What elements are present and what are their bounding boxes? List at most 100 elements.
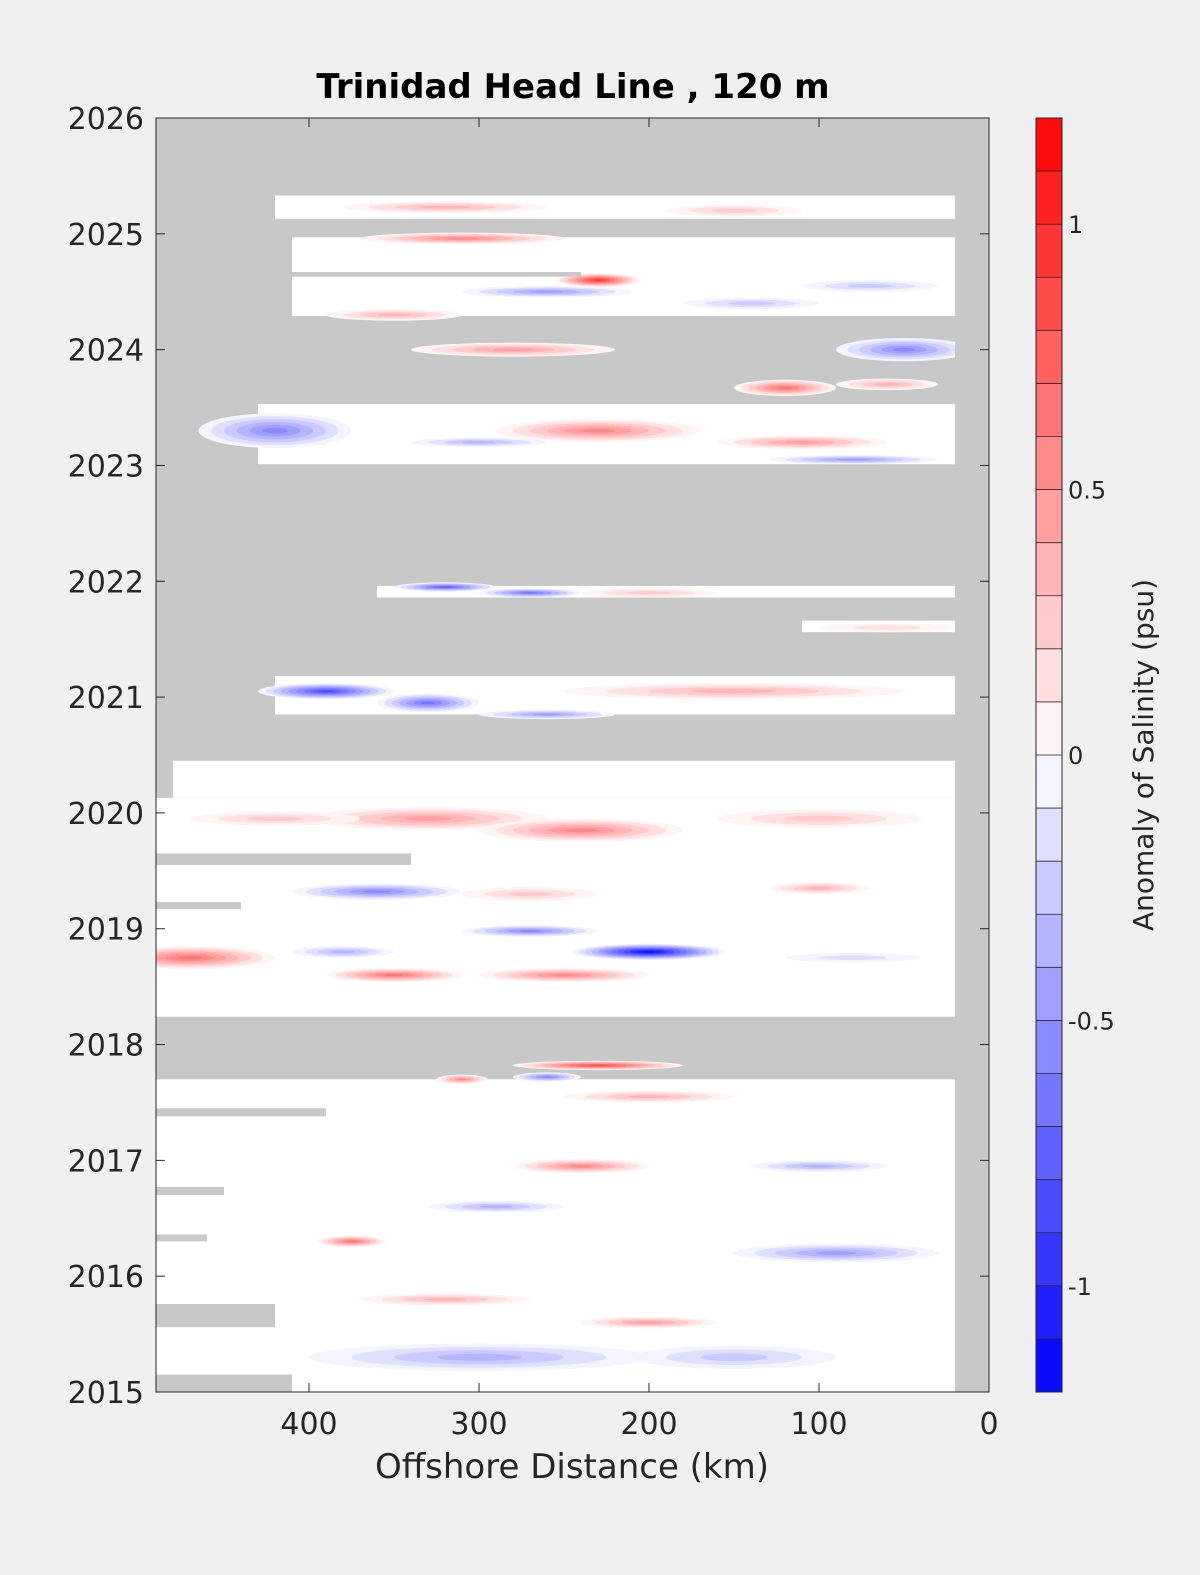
- anomaly-blob: [564, 1090, 734, 1103]
- anomaly-blob: [581, 1316, 717, 1329]
- colorbar-segment: [1036, 1126, 1062, 1180]
- anomaly-blob: [479, 588, 581, 598]
- nearshore-no-data: [955, 118, 989, 1392]
- anomaly-blob: [836, 338, 972, 362]
- anomaly-contour: [420, 701, 436, 705]
- anomaly-contour: [457, 1078, 467, 1081]
- anomaly-blob: [436, 1074, 488, 1084]
- x-tick-label: 0: [979, 1407, 998, 1442]
- anomaly-contour: [700, 1353, 768, 1362]
- y-tick-label: 2026: [68, 102, 144, 137]
- anomaly-contour: [847, 284, 893, 288]
- anomaly-contour: [492, 348, 534, 352]
- anomaly-blob: [513, 1159, 649, 1174]
- anomaly-contour: [806, 886, 832, 890]
- colorbar-tick-label: -0.5: [1068, 1007, 1115, 1035]
- anomaly-blob: [258, 683, 394, 700]
- anomaly-blob: [734, 379, 836, 396]
- x-axis-label: Offshore Distance (km): [375, 1447, 769, 1487]
- anomaly-blob: [190, 811, 360, 826]
- anomaly-blob: [479, 818, 683, 842]
- anomaly-contour: [593, 279, 603, 281]
- colorbar-segment: [1036, 489, 1062, 543]
- colorbar-segment: [1036, 808, 1062, 862]
- anomaly-blob: [513, 1072, 581, 1082]
- anomaly-contour: [819, 955, 887, 960]
- anomaly-blob: [360, 232, 564, 245]
- anomaly-contour: [318, 690, 334, 693]
- colorbar: -1 -0.5 0 0.5 1: [1035, 117, 1115, 1393]
- colorbar-segment: [1036, 171, 1062, 225]
- anomaly-contour: [728, 301, 774, 306]
- x-axis: 400 300 200 100 0: [280, 118, 999, 1442]
- anomaly-blob: [572, 943, 726, 960]
- anomaly-contour: [874, 382, 900, 386]
- colorbar-segment: [1036, 224, 1062, 278]
- anomaly-blob: [683, 297, 819, 310]
- no-data-band: [156, 1187, 224, 1196]
- anomaly-contour: [549, 973, 579, 977]
- anomaly-blob: [564, 683, 904, 700]
- anomaly-blob: [717, 809, 921, 828]
- no-data-band: [156, 367, 649, 385]
- colorbar-segment: [1036, 755, 1062, 809]
- anomaly-contour: [362, 890, 392, 894]
- anomaly-blob: [785, 953, 921, 963]
- anomaly-contour: [691, 689, 777, 694]
- colorbar-segment: [1036, 1179, 1062, 1233]
- anomaly-blob: [411, 342, 615, 357]
- anomaly-blob: [666, 204, 802, 217]
- colorbar-segment: [1036, 118, 1062, 172]
- colorbar-segment: [1036, 595, 1062, 649]
- anomaly-contour: [436, 1353, 522, 1361]
- colorbar-segment: [1036, 914, 1062, 968]
- anomaly-contour: [541, 1076, 553, 1078]
- anomaly-contour: [711, 208, 757, 213]
- y-tick-label: 2023: [68, 449, 144, 484]
- plot-area: [155, 117, 990, 1393]
- no-data-band: [156, 902, 241, 910]
- anomaly-blob: [343, 201, 547, 213]
- data-row-band: [173, 760, 955, 798]
- anomaly-contour: [384, 974, 404, 977]
- y-tick-label: 2020: [68, 797, 144, 832]
- colorbar-tick-label: 1: [1068, 211, 1083, 239]
- anomaly-blob: [479, 968, 649, 983]
- anomaly-contour: [836, 458, 870, 461]
- colorbar-segment: [1036, 1285, 1062, 1339]
- anomaly-contour: [518, 930, 542, 933]
- anomaly-contour: [853, 625, 921, 630]
- anomaly-contour: [627, 1095, 671, 1099]
- anomaly-blob: [156, 946, 275, 970]
- colorbar-tick-label: -1: [1068, 1273, 1092, 1301]
- anomaly-contour: [802, 1164, 836, 1168]
- anomaly-contour: [479, 1205, 513, 1209]
- anomaly-blob: [768, 455, 938, 465]
- anomaly-contour: [588, 1064, 608, 1066]
- anomaly-contour: [330, 950, 356, 954]
- anomaly-blob: [292, 883, 462, 900]
- anomaly-contour: [377, 313, 411, 317]
- colorbar-segment: [1036, 277, 1062, 331]
- colorbar-segment: [1036, 542, 1062, 596]
- anomaly-blob: [479, 709, 615, 720]
- colorbar-label: Anomaly of Salinity (psu): [1127, 579, 1160, 931]
- anomaly-contour: [777, 386, 793, 390]
- anomaly-blob: [462, 887, 598, 901]
- anomaly-blob: [768, 882, 870, 894]
- x-tick-label: 200: [620, 1407, 677, 1442]
- anomaly-contour: [404, 816, 452, 822]
- x-tick-label: 300: [450, 1407, 507, 1442]
- colorbar-tick-label: 0.5: [1068, 477, 1106, 505]
- anomaly-blob: [751, 1160, 887, 1172]
- anomaly-contour: [177, 956, 203, 960]
- plot-frame: [155, 117, 990, 1393]
- y-tick-label: 2018: [68, 1029, 144, 1064]
- no-data-band: [156, 1303, 275, 1328]
- anomaly-contour: [262, 427, 288, 434]
- y-tick-label: 2017: [68, 1144, 144, 1179]
- data-layer: [156, 118, 989, 1392]
- anomaly-contour: [785, 815, 853, 822]
- anomaly-blob: [394, 582, 496, 592]
